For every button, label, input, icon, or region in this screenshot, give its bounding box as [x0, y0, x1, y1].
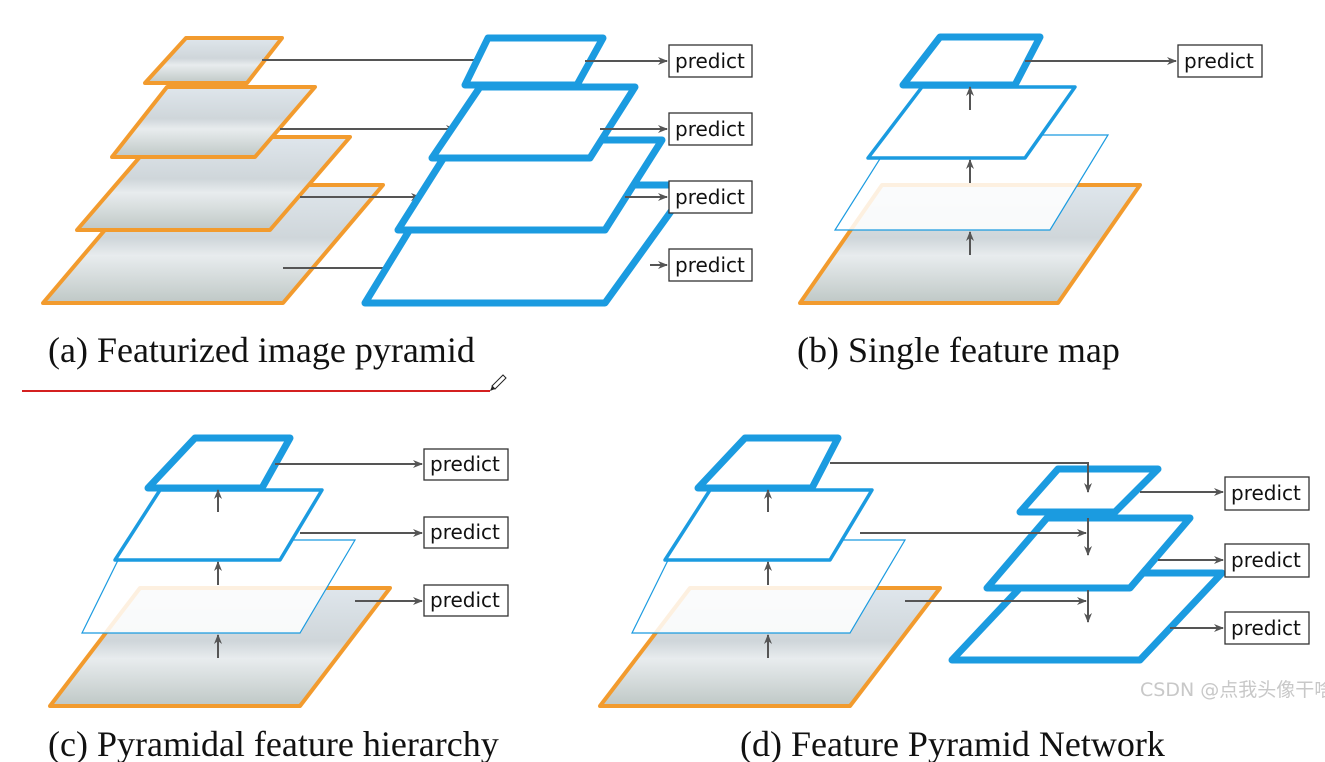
caption-b: (b) Single feature map — [797, 330, 1120, 370]
predict-label: predict — [1231, 481, 1301, 505]
feature-map-2 — [428, 83, 639, 162]
feature-map-2 — [113, 488, 324, 562]
panel-c: predict predict predict (c) Pyramidal fe… — [48, 434, 509, 762]
bottom-up-map-1 — [694, 434, 842, 492]
pencil-cursor-icon — [490, 374, 507, 391]
predict-box: predict — [423, 584, 509, 617]
panel-a: predict predict predict predict (a) Feat… — [41, 34, 753, 370]
predict-label: predict — [675, 253, 745, 277]
feature-map-1 — [461, 34, 607, 89]
image-level-2 — [110, 85, 317, 159]
predict-label: predict — [675, 49, 745, 73]
predict-label: predict — [1184, 49, 1254, 73]
predict-label: predict — [430, 452, 500, 476]
predict-box: predict — [1224, 611, 1310, 645]
predict-box: predict — [423, 516, 509, 549]
panel-d: predict predict predict (d) Feature Pyra… — [598, 434, 1310, 762]
caption-d: (d) Feature Pyramid Network — [740, 724, 1165, 762]
predict-label: predict — [675, 117, 745, 141]
image-level-3 — [75, 135, 352, 232]
predict-box: predict — [668, 180, 753, 214]
panel-b: predict (b) Single feature map — [797, 33, 1263, 370]
predict-box: predict — [668, 248, 753, 282]
predict-label: predict — [1231, 548, 1301, 572]
feature-map-2 — [866, 85, 1077, 160]
bottom-up-map-2 — [663, 488, 874, 562]
caption-a: (a) Featurized image pyramid — [48, 330, 475, 370]
predict-label: predict — [430, 588, 500, 612]
caption-c: (c) Pyramidal feature hierarchy — [48, 724, 499, 762]
predict-box: predict — [668, 44, 753, 78]
feature-map-1 — [899, 33, 1044, 89]
watermark: CSDN @点我头像干啥 — [1140, 679, 1325, 701]
image-level-1 — [143, 36, 284, 85]
predict-box: predict — [423, 448, 509, 481]
feature-map-1 — [144, 434, 294, 492]
predict-box: predict — [668, 112, 753, 146]
predict-label: predict — [430, 520, 500, 544]
predict-box: predict — [1177, 44, 1263, 78]
predict-label: predict — [675, 185, 745, 209]
predict-box: predict — [1224, 543, 1310, 578]
predict-box: predict — [1224, 476, 1310, 511]
predict-label: predict — [1231, 616, 1301, 640]
